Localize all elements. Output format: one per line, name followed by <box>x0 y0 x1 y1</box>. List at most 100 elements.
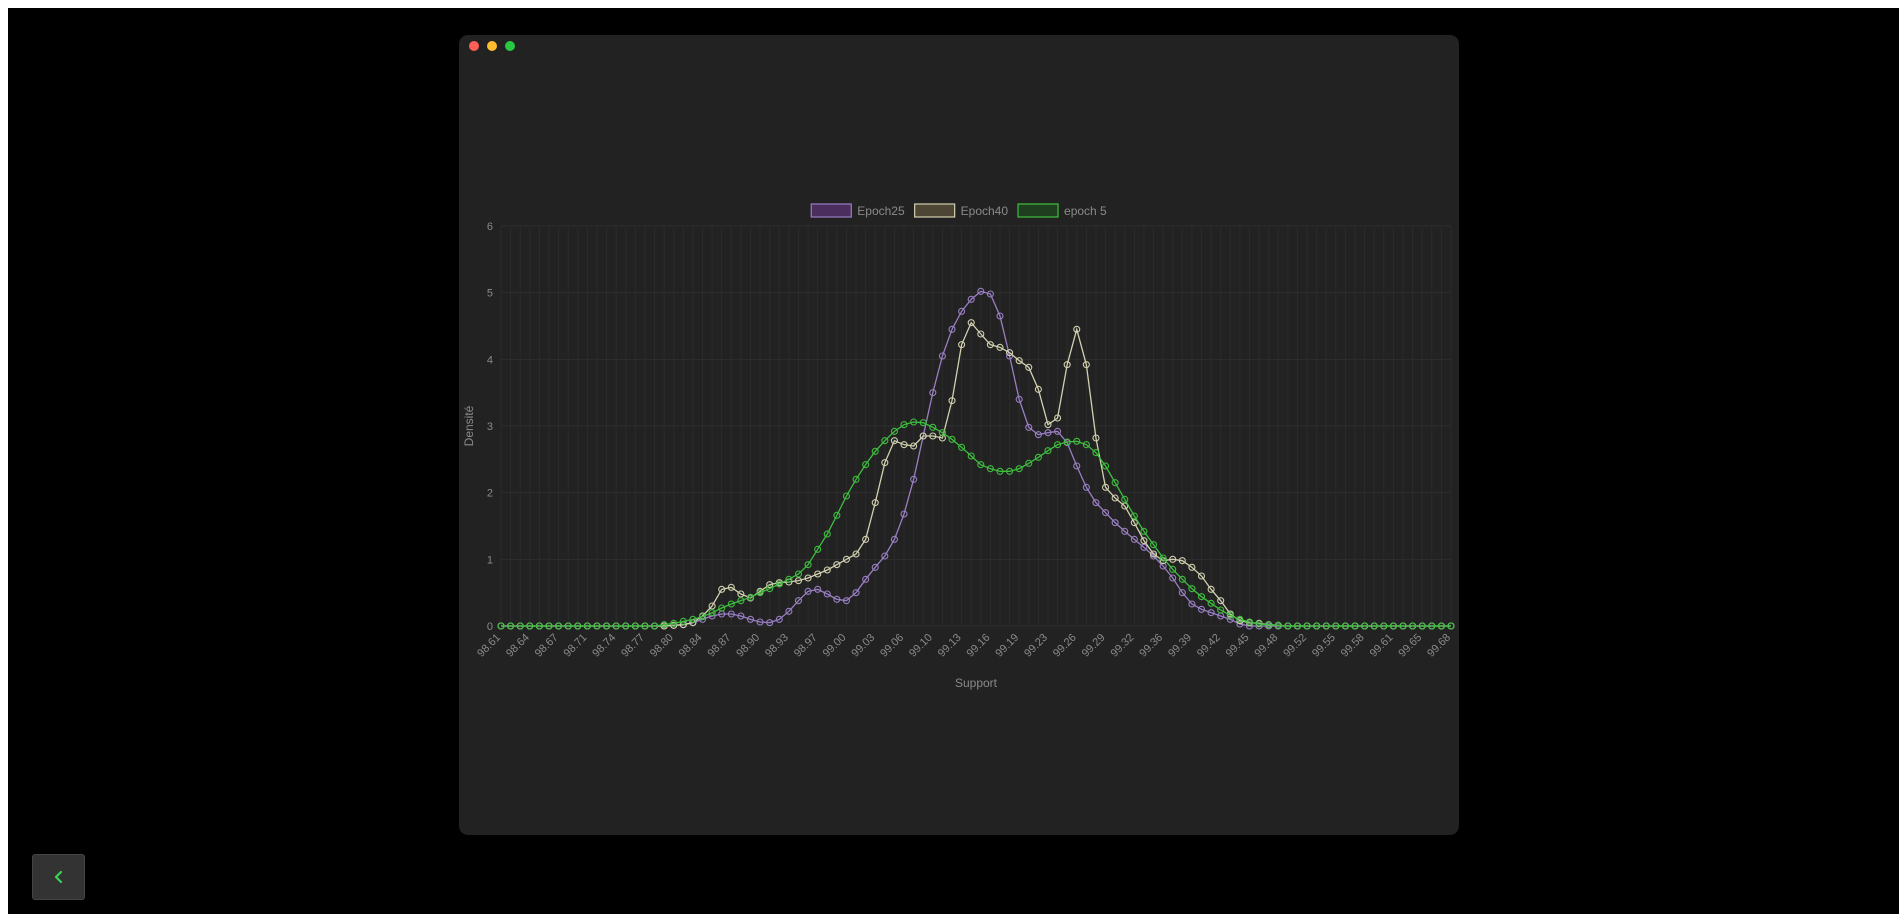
maximize-window-icon[interactable] <box>505 41 515 51</box>
data-point <box>900 421 908 429</box>
x-tick-label: 98.74 <box>590 632 618 660</box>
grid <box>500 225 1452 627</box>
data-point <box>977 461 985 469</box>
data-point <box>1130 512 1138 520</box>
data-point <box>1169 574 1177 582</box>
data-point <box>910 475 918 483</box>
data-point <box>1361 622 1369 630</box>
data-point <box>1054 427 1062 435</box>
x-tick-label: 99.36 <box>1137 632 1165 660</box>
data-point <box>746 615 755 623</box>
data-point <box>1015 357 1023 365</box>
x-tick-label: 99.29 <box>1080 632 1108 660</box>
data-point <box>1236 615 1244 623</box>
data-point <box>670 621 678 629</box>
data-point <box>1111 494 1119 502</box>
data-point <box>1121 495 1129 503</box>
data-point <box>1111 519 1119 527</box>
data-point <box>794 577 803 585</box>
data-point <box>1159 562 1167 570</box>
data-point <box>804 587 812 595</box>
data-point <box>862 535 870 543</box>
data-point <box>890 437 898 445</box>
data-point <box>1149 541 1158 549</box>
x-tick-label: 99.03 <box>849 632 877 660</box>
data-point <box>862 575 870 583</box>
data-point <box>938 434 946 442</box>
data-point <box>823 530 831 538</box>
back-button[interactable] <box>32 854 85 900</box>
data-point <box>1034 431 1042 439</box>
x-tick-label: 98.93 <box>763 632 791 660</box>
data-point <box>852 550 860 558</box>
data-point <box>1178 575 1186 583</box>
data-point <box>814 545 822 553</box>
data-point <box>1025 423 1033 431</box>
data-point <box>842 597 851 605</box>
data-point <box>823 566 831 574</box>
data-point <box>996 467 1004 475</box>
window-controls <box>469 41 515 51</box>
data-point <box>737 612 745 620</box>
data-point <box>622 622 630 630</box>
data-point <box>1140 527 1148 535</box>
series-epoch25 <box>497 287 1455 630</box>
data-point <box>977 287 985 295</box>
data-point <box>737 597 745 605</box>
data-point <box>1159 554 1167 562</box>
data-point <box>804 574 812 582</box>
data-point <box>881 459 889 467</box>
legend-label: epoch 5 <box>1064 204 1107 218</box>
data-point <box>871 563 879 571</box>
data-point <box>1111 479 1119 487</box>
data-point <box>1217 606 1225 614</box>
close-window-icon[interactable] <box>469 41 479 51</box>
legend-label: Epoch40 <box>961 204 1009 218</box>
y-tick-label: 1 <box>487 554 493 566</box>
data-point <box>833 561 841 569</box>
y-axis-title: Densité <box>462 405 476 446</box>
data-point <box>631 622 639 630</box>
series-line <box>501 321 1451 627</box>
data-point <box>545 622 553 630</box>
series-epoch-5 <box>497 418 1455 630</box>
data-point <box>1025 363 1033 371</box>
legend-swatch <box>914 203 956 218</box>
data-point <box>670 619 678 627</box>
x-tick-label: 99.23 <box>1022 632 1050 660</box>
data-point <box>958 443 966 451</box>
data-point <box>823 590 831 598</box>
data-point <box>737 590 745 598</box>
x-tick-label: 99.19 <box>993 632 1021 660</box>
data-point <box>1332 622 1340 630</box>
x-tick-label: 99.55 <box>1310 632 1338 660</box>
data-point <box>526 622 534 630</box>
legend-swatch <box>1017 203 1059 218</box>
data-point <box>727 600 735 608</box>
data-point <box>919 432 927 440</box>
data-point <box>1121 502 1129 510</box>
data-point <box>1082 441 1090 449</box>
x-tick-label: 98.80 <box>648 632 676 660</box>
data-point <box>833 511 841 519</box>
data-point <box>881 437 889 445</box>
data-point <box>1197 605 1206 613</box>
data-point <box>881 552 889 560</box>
data-point <box>1293 622 1302 630</box>
x-tick-label: 99.32 <box>1109 632 1137 660</box>
data-point <box>1101 462 1110 470</box>
data-point <box>660 621 668 629</box>
x-tick-label: 98.90 <box>734 632 762 660</box>
minimize-window-icon[interactable] <box>487 41 497 51</box>
data-point <box>785 607 793 615</box>
x-tick-label: 98.64 <box>504 632 532 660</box>
data-point <box>862 461 870 469</box>
data-point <box>842 492 851 500</box>
data-point <box>583 622 591 630</box>
data-point <box>1073 437 1081 445</box>
data-point <box>1082 361 1090 369</box>
data-point <box>804 561 812 569</box>
data-point <box>1409 622 1417 630</box>
data-point <box>910 418 918 426</box>
